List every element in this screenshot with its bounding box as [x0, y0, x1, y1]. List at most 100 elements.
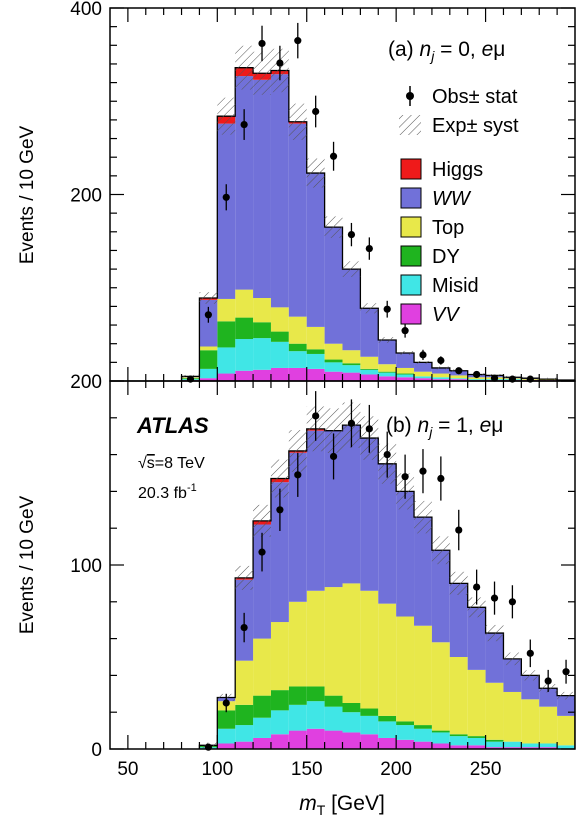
- panel-b: 0 100 200 50 100 150 200 250 Events / 10 GeV (b…: [17, 372, 575, 780]
- panel-b-bar-misid-150: [306, 701, 325, 729]
- panel-b-syst-band-160: [324, 408, 343, 453]
- panel-b-bar-top-280: [539, 706, 558, 744]
- panel-a-bar-top-200: [396, 367, 415, 374]
- panel-b-bar-ww-200: [396, 491, 415, 617]
- panel-b-xtick-label-50: 50: [117, 759, 138, 780]
- panel-a-obs-point-225: [437, 356, 445, 365]
- panel-a-obs-point-165: [329, 152, 338, 160]
- panel-a-bar-dy-110: [235, 317, 254, 340]
- panel-b-bar-misid-270: [521, 743, 540, 748]
- panel-b-bar-vv-190: [378, 737, 397, 749]
- panel-b-ylabel: Events / 10 GeV: [17, 495, 38, 634]
- panel-b-bar-top-230: [449, 657, 468, 735]
- panel-b-bar-vv-200: [396, 739, 415, 749]
- panel-a-bar-misid-230: [449, 378, 468, 380]
- panel-a-syst-band-90: [199, 292, 218, 304]
- panel-a-bar-misid-240: [467, 379, 486, 381]
- panel-b-obs-point-135: [276, 506, 284, 514]
- panel-b-bar-top-140: [288, 601, 307, 687]
- panel-b-bar-top-170: [342, 583, 361, 703]
- panel-b-bar-top-210: [414, 625, 432, 726]
- panel-a-obs-point-115: [240, 120, 248, 129]
- panel-a-bar-misid-160: [324, 362, 343, 372]
- energy-label: √s=8 TeV: [138, 455, 205, 472]
- panel-b-bar-top-180: [360, 590, 379, 709]
- panel-a-bar-dy-90: [199, 350, 218, 369]
- panel-b-bar-top-150: [306, 590, 325, 687]
- panel-a-bar-dy-150: [306, 349, 325, 354]
- panel-a-obs-point-245: [473, 370, 481, 379]
- panel-a-bar-misid-90: [199, 368, 218, 379]
- panel-b-bar-misid-160: [324, 706, 343, 731]
- panel-b-bar-top-190: [378, 603, 397, 716]
- panel-a-obs-point-255: [490, 374, 499, 382]
- panel-a-obs-point-215: [419, 351, 427, 359]
- panel-a-bar-misid-120: [253, 338, 271, 370]
- panel-b-bar-dy-190: [378, 715, 397, 722]
- panel-b-bar-vv-100: [217, 743, 236, 749]
- panel-a-bar-dy-160: [324, 359, 343, 363]
- panel-b-bar-top-260: [503, 691, 522, 742]
- legend-observed-marker: [406, 92, 414, 100]
- panel-b-bar-top-220: [431, 642, 450, 731]
- panel-b-bar-ww-210: [414, 517, 432, 626]
- panel-a-bar-top-210: [414, 371, 432, 377]
- panel-b-bar-ww-150: [306, 430, 325, 591]
- panel-b-bar-vv-240: [467, 745, 486, 749]
- panel-a-obs-point-155: [312, 107, 320, 116]
- panel-b-bar-top-240: [467, 669, 486, 737]
- panel-a-obs-point-95: [204, 311, 212, 319]
- x-axis-label: mT [GeV]: [299, 792, 385, 818]
- panel-b-syst-band-230: [449, 571, 468, 595]
- panel-b-bar-misid-290: [557, 745, 575, 749]
- legend-label-dy: DY: [432, 246, 460, 268]
- legend-expected: Exp± syst: [399, 115, 519, 137]
- panel-a-bar-vv-150: [306, 368, 325, 381]
- panel-a-axis-ticks: 200 400: [70, 0, 575, 382]
- panel-b-bar-misid-190: [378, 721, 397, 738]
- panel-b-syst-band-220: [431, 536, 450, 565]
- panel-b-syst-band-240: [467, 597, 486, 618]
- legend-swatch-higgs: [400, 158, 422, 180]
- panel-a-syst-band-280: [539, 377, 558, 381]
- panel-a-bar-misid-210: [414, 376, 432, 379]
- panel-a-bar-misid-190: [378, 372, 397, 377]
- panel-b-bar-top-160: [324, 587, 343, 696]
- panel-b-bar-vv-280: [539, 747, 558, 749]
- panel-b-bar-misid-180: [360, 715, 379, 735]
- panel-b-bar-misid-240: [467, 737, 486, 746]
- legend-label-higgs: Higgs: [432, 159, 483, 181]
- panel-a-bar-top-150: [306, 326, 325, 350]
- panel-b-bar-dy-110: [235, 704, 254, 726]
- panel-b-bar-misid-220: [431, 732, 450, 744]
- panel-b-bar-top-130: [270, 622, 289, 691]
- panel-a-bar-top-240: [467, 377, 486, 380]
- panel-a-syst-band-190: [378, 337, 397, 343]
- panel-b-syst-band-290: [557, 691, 575, 700]
- panel-b-bar-top-250: [485, 682, 504, 740]
- panel-b-bar-top-110: [235, 660, 254, 705]
- panel-b-obs-point-215: [419, 467, 427, 475]
- panel-b-ytick-label-200: 200: [70, 372, 102, 393]
- panel-b-bar-ww-220: [431, 550, 450, 643]
- legend-label-ww: WW: [432, 188, 472, 210]
- panel-a-bar-top-130: [270, 307, 289, 332]
- panel-a-syst-band-180: [360, 303, 379, 314]
- panel-b-bar-misid-210: [414, 728, 432, 742]
- panel-b-syst-band-250: [485, 624, 504, 642]
- panel-a-bar-dy-170: [342, 363, 361, 366]
- legend-label-top: Top: [432, 217, 464, 239]
- panel-b-xtick-label-100: 100: [201, 759, 233, 780]
- panel-b-bar-dy-180: [360, 708, 379, 716]
- panel-b-frame: [109, 380, 576, 750]
- panel-b-obs-point-285: [544, 677, 552, 685]
- panel-b-bar-misid-250: [485, 741, 504, 748]
- panel-b-bar-dy-130: [270, 690, 289, 711]
- panel-b-bar-misid-110: [235, 725, 254, 742]
- panel-b-bar-vv-260: [503, 747, 522, 749]
- panel-a-bar-misid-180: [360, 369, 379, 375]
- panel-b-bar-top-290: [557, 715, 575, 746]
- panel-b-syst-band-110: [235, 565, 254, 590]
- panel-a-bar-top-160: [324, 343, 343, 360]
